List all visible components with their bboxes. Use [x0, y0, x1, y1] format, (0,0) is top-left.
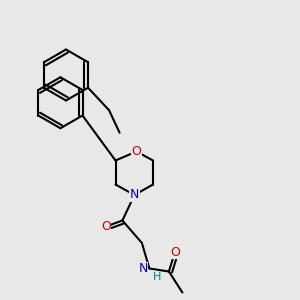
Text: O: O: [101, 220, 111, 233]
Text: H: H: [152, 272, 161, 282]
Text: O: O: [132, 145, 141, 158]
Text: O: O: [170, 245, 180, 259]
Text: N: N: [139, 262, 148, 275]
Text: N: N: [130, 188, 139, 202]
